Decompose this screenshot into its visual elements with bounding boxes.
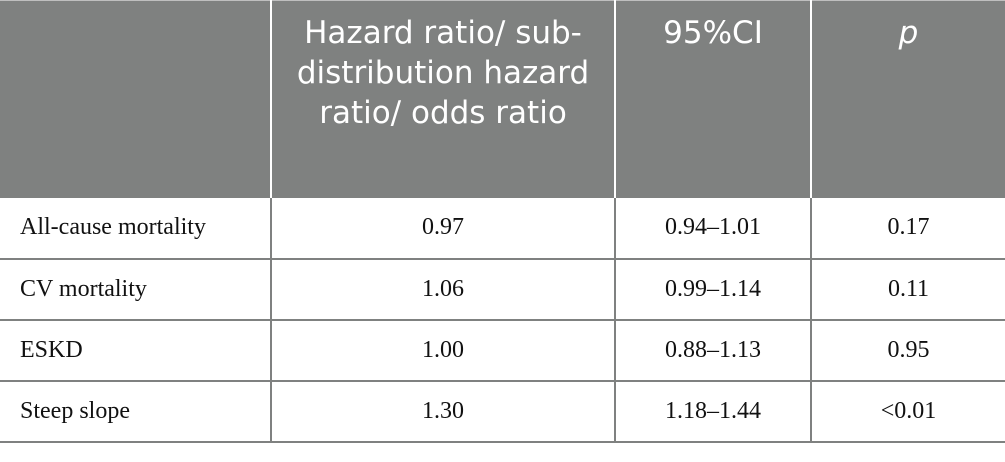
effect-value: 1.30 bbox=[270, 380, 615, 443]
effect-value: 1.00 bbox=[270, 319, 615, 382]
header-cell-effect-measure: Hazard ratio/ sub-distribution hazard ra… bbox=[270, 0, 615, 198]
table-row: Steep slope 1.30 1.18–1.44 <0.01 bbox=[0, 380, 1005, 443]
header-cell-ci: 95%CI bbox=[614, 0, 811, 198]
row-label: CV mortality bbox=[0, 258, 271, 321]
ci-value: 0.94–1.01 bbox=[614, 197, 811, 260]
results-table: Hazard ratio/ sub-distribution hazard ra… bbox=[0, 0, 1005, 443]
row-label: Steep slope bbox=[0, 380, 271, 443]
p-value: 0.95 bbox=[810, 319, 1005, 382]
row-label: ESKD bbox=[0, 319, 271, 382]
ci-value: 0.88–1.13 bbox=[614, 319, 811, 382]
table-header: Hazard ratio/ sub-distribution hazard ra… bbox=[0, 0, 1005, 198]
table-body: All-cause mortality 0.97 0.94–1.01 0.17 … bbox=[0, 197, 1005, 443]
table-row: All-cause mortality 0.97 0.94–1.01 0.17 bbox=[0, 197, 1005, 260]
table-row: CV mortality 1.06 0.99–1.14 0.11 bbox=[0, 258, 1005, 321]
header-cell-p-value: p bbox=[810, 0, 1005, 198]
table-row: ESKD 1.00 0.88–1.13 0.95 bbox=[0, 319, 1005, 382]
p-value: 0.17 bbox=[810, 197, 1005, 260]
effect-value: 0.97 bbox=[270, 197, 615, 260]
header-cell-empty bbox=[0, 0, 271, 198]
ci-value: 1.18–1.44 bbox=[614, 380, 811, 443]
p-value: <0.01 bbox=[810, 380, 1005, 443]
p-value: 0.11 bbox=[810, 258, 1005, 321]
header-row: Hazard ratio/ sub-distribution hazard ra… bbox=[0, 0, 1005, 198]
effect-value: 1.06 bbox=[270, 258, 615, 321]
ci-value: 0.99–1.14 bbox=[614, 258, 811, 321]
row-label: All-cause mortality bbox=[0, 197, 271, 260]
